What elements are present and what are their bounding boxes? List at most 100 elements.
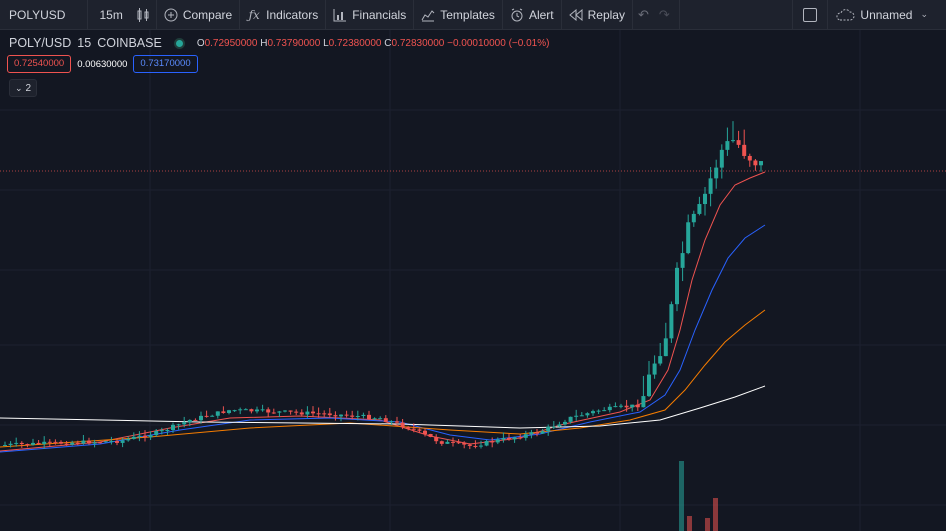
volume-bar: [713, 498, 718, 531]
price-chart[interactable]: [0, 30, 946, 531]
chevron-down-icon: ⌄: [920, 9, 928, 19]
templates-label: Templates: [440, 7, 495, 22]
moving-averages: [0, 171, 766, 453]
candle-body: [199, 415, 203, 421]
candle-body: [551, 426, 556, 428]
candle-body: [585, 413, 590, 416]
market-status-icon: [173, 37, 185, 49]
symbol-search-button[interactable]: POLYUSD: [0, 0, 87, 29]
candle-body: [484, 441, 489, 446]
candle-body: [736, 140, 741, 145]
candle-body: [490, 441, 495, 443]
candle-body: [624, 405, 629, 408]
candle-body: [591, 411, 595, 414]
financials-button[interactable]: Financials: [326, 0, 413, 29]
candle-body: [255, 409, 259, 412]
cloud-icon: [835, 8, 855, 22]
toolbar-divider: [325, 0, 327, 29]
high-value: 0.73790000: [267, 37, 321, 49]
candle-body: [647, 374, 651, 397]
redo-button[interactable]: ↷: [654, 0, 675, 29]
candle-body: [630, 404, 635, 408]
candle-body: [131, 436, 136, 439]
candle-body: [467, 444, 472, 446]
layout-menu-button[interactable]: Unnamed ⌄: [828, 0, 946, 29]
toolbar-divider: [413, 0, 415, 29]
candle-body: [417, 429, 422, 431]
candle-body: [742, 144, 747, 156]
indicators-label: Indicators: [266, 7, 319, 22]
candle-body: [311, 411, 315, 414]
candle-body: [395, 421, 399, 423]
ma-fast-line: [0, 171, 766, 452]
candle-body: [719, 149, 724, 168]
candle-body: [333, 415, 338, 417]
volume-bars: [679, 461, 718, 531]
candle-body: [137, 435, 142, 437]
interval-button[interactable]: 15m: [88, 0, 129, 29]
candle-body: [389, 421, 394, 423]
volume-bar: [705, 518, 710, 531]
toolbar-divider: [827, 0, 829, 29]
volume-bar: [679, 461, 684, 531]
candle-body: [283, 410, 287, 412]
candle-body: [400, 422, 405, 428]
candle-body: [753, 160, 758, 166]
right-toolbar: Unnamed ⌄: [792, 0, 946, 29]
candle-body: [165, 429, 170, 431]
fullscreen-button[interactable]: [793, 0, 827, 29]
candle-body: [75, 442, 80, 444]
candle-body: [143, 435, 147, 438]
candle-body: [103, 441, 108, 443]
candle-body: [120, 440, 125, 443]
collapse-count: 2: [25, 82, 32, 94]
candle-body: [507, 437, 511, 440]
low-label: L: [323, 37, 329, 49]
candles: [3, 121, 763, 450]
candle-body: [176, 424, 181, 426]
indicators-button[interactable]: ƒx Indicators: [240, 0, 325, 29]
change-value: −0.00010000 (−0.01%): [447, 37, 550, 49]
candle-body: [691, 213, 696, 223]
candle-body: [227, 410, 231, 413]
candle-body: [288, 410, 293, 412]
candle-body: [423, 430, 427, 435]
candle-body: [260, 409, 265, 411]
candle-body: [529, 432, 534, 435]
candle-body: [238, 409, 243, 411]
replay-icon: [568, 8, 583, 22]
candle-body: [154, 430, 159, 436]
candle-body: [70, 442, 75, 445]
candle-body: [8, 443, 13, 445]
candle-body: [641, 396, 646, 408]
indicators-collapse-button[interactable]: ⌄ 2: [9, 79, 38, 97]
candle-body: [327, 413, 332, 416]
candle-body: [171, 424, 175, 430]
candle-body: [669, 304, 674, 339]
undo-button[interactable]: ↶: [633, 0, 654, 29]
financials-icon: [333, 8, 347, 22]
candle-body: [187, 419, 192, 423]
legend-exchange: COINBASE: [97, 36, 162, 50]
candle-body: [42, 441, 47, 445]
candle-body: [540, 431, 545, 434]
alert-button[interactable]: Alert: [503, 0, 561, 29]
candle-body: [25, 444, 30, 446]
replay-button[interactable]: Replay: [562, 0, 632, 29]
candle-body: [378, 418, 383, 420]
candle-body: [568, 416, 573, 422]
toolbar-divider: [631, 0, 633, 29]
compare-button[interactable]: Compare: [157, 0, 239, 29]
chart-style-button[interactable]: [130, 0, 156, 29]
compare-label: Compare: [182, 7, 233, 22]
candle-body: [249, 409, 254, 412]
templates-button[interactable]: Templates: [414, 0, 502, 29]
candle-body: [512, 437, 517, 440]
fullscreen-icon: [803, 7, 818, 22]
candle-body: [495, 439, 500, 443]
candle-body: [518, 437, 523, 439]
candle-body: [339, 414, 343, 417]
legend-title[interactable]: POLY/USD: [9, 36, 72, 50]
close-label: C: [384, 37, 392, 49]
compare-plus-icon: [164, 8, 178, 22]
